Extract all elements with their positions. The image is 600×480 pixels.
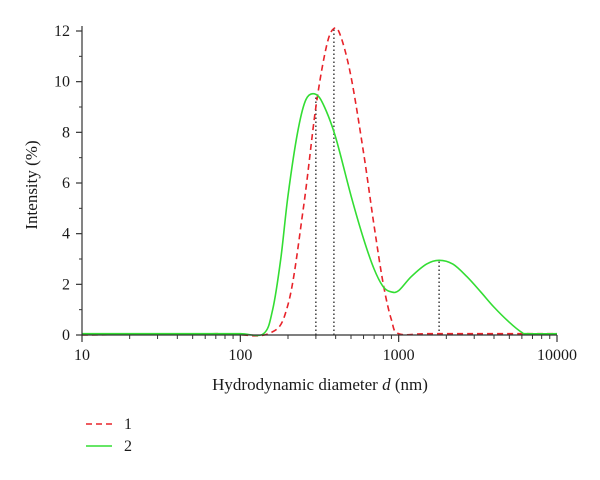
y-axis-title: Intensity (%) bbox=[22, 140, 41, 229]
x-tick-label: 100 bbox=[228, 347, 252, 364]
series-line-2 bbox=[82, 92, 558, 337]
series-line-1 bbox=[81, 27, 557, 337]
x-tick-label: 1000 bbox=[383, 347, 415, 364]
legend-label-1: 1 bbox=[124, 416, 132, 433]
plot-area bbox=[81, 27, 558, 337]
y-axis-title-group: Intensity (%) bbox=[22, 140, 41, 229]
y-tick-label: 4 bbox=[62, 226, 70, 243]
y-tick-label: 2 bbox=[62, 276, 70, 293]
y-tick-label: 0 bbox=[62, 327, 70, 344]
y-tick-label: 8 bbox=[62, 124, 70, 141]
y-tick-label: 6 bbox=[62, 175, 70, 192]
y-tick-label: 12 bbox=[54, 23, 70, 40]
x-tick-label: 10 bbox=[74, 347, 90, 364]
x-axis-title-unit: (nm) bbox=[391, 375, 428, 394]
x-axis-title: Hydrodynamic diameter d (nm) bbox=[212, 375, 428, 394]
x-axis-title-main: Hydrodynamic diameter bbox=[212, 375, 382, 394]
x-tick-label: 10000 bbox=[537, 347, 577, 364]
legend: 12 bbox=[86, 416, 132, 455]
axes: 0 2 4 6 8 10 12 10 100 1000 10000 bbox=[54, 23, 577, 364]
y-tick-label: 10 bbox=[54, 74, 70, 91]
legend-label-2: 2 bbox=[124, 438, 132, 455]
x-axis-title-variable: d bbox=[382, 375, 391, 394]
